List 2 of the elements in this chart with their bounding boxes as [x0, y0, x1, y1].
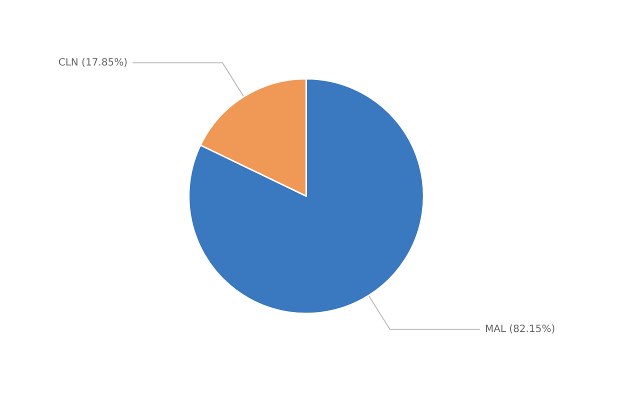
slice-label: CLN (17.85%) — [58, 57, 128, 68]
slice-label: MAL (82.15%) — [484, 324, 556, 335]
